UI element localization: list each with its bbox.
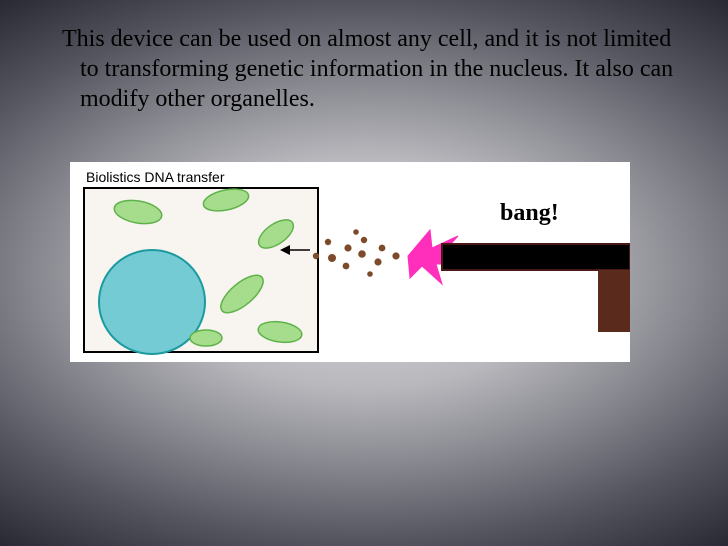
svg-text:bang!: bang!	[500, 200, 559, 226]
slide: This device can be used on almost any ce…	[0, 0, 728, 546]
body-text: This device can be used on almost any ce…	[62, 24, 688, 114]
svg-text:Biolistics DNA transfer: Biolistics DNA transfer	[86, 169, 225, 185]
biolistics-figure: Biolistics DNA transfer bang!	[70, 162, 630, 362]
biolistics-svg: Biolistics DNA transfer bang!	[70, 162, 630, 362]
